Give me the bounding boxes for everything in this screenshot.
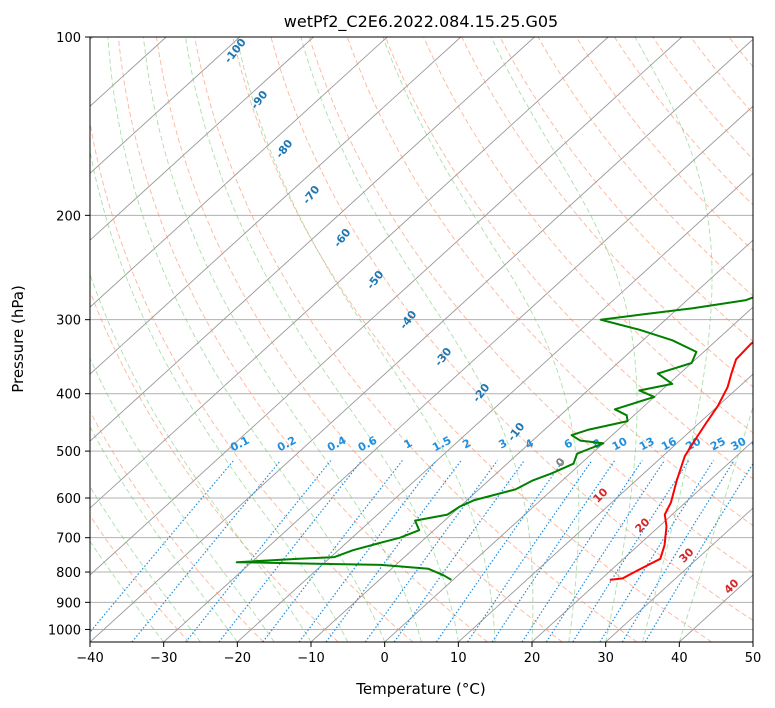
dry-adiabat-line (461, 37, 753, 388)
moist-adiabat-line (107, 37, 386, 642)
mixing-ratio-line (364, 460, 498, 642)
y-axis: 1000 900 800 700 600 500 400 300 200 100 (48, 31, 90, 638)
mixing-ratio-label: 13 (637, 435, 657, 454)
x-tick-label: 10 (450, 651, 467, 666)
x-tick-label: 30 (597, 651, 614, 666)
isotherm-line (531, 440, 753, 642)
moist-adiabat-line (90, 272, 312, 642)
y-tick-label: 900 (56, 596, 81, 611)
x-tick-label: 20 (524, 651, 541, 666)
x-tick-label: 50 (745, 651, 762, 666)
y-tick-label: 600 (56, 492, 81, 507)
x-tick-label: −40 (76, 651, 103, 666)
y-tick-label: 700 (56, 532, 81, 547)
x-axis: −40 −30 −20 −10 0 10 20 30 40 50 (76, 642, 761, 666)
x-tick-label: 40 (671, 651, 688, 666)
mixing-ratio-line (572, 460, 690, 642)
isotherm-line (90, 37, 314, 241)
moist-adiabat-line (382, 37, 580, 642)
dry-adiabat-line (537, 37, 753, 297)
background-lines (90, 37, 753, 642)
mixing-ratio-line (467, 460, 593, 642)
moist-adiabat-line (634, 37, 713, 642)
isotherm-line (237, 172, 753, 642)
mixing-ratio-line (521, 460, 643, 642)
temperature-line (609, 340, 753, 581)
dry-adiabat-line (117, 37, 488, 642)
dry-adiabat-line (232, 37, 712, 642)
moist-adiabat-line (142, 37, 422, 642)
isotherm-line (90, 37, 683, 576)
dry-adiabat-line (270, 37, 753, 621)
moist-adiabat-line (90, 357, 275, 642)
isotherm-line (90, 37, 241, 174)
chart-title: wetPf2_C2E6.2022.084.15.25.G05 (284, 12, 558, 32)
mixing-ratio-line (599, 460, 715, 642)
mixing-ratio-line (298, 460, 437, 642)
isotherm-line (384, 306, 753, 642)
y-tick-label: 1000 (48, 623, 81, 638)
mixing-ratio-line (644, 462, 753, 642)
dry-adiabat-line (423, 37, 753, 434)
x-tick-label: 0 (381, 651, 389, 666)
profiles (235, 296, 753, 581)
moist-adiabat-line (236, 37, 496, 642)
dry-adiabat-line (575, 37, 753, 252)
mixing-ratio-line (393, 460, 525, 642)
mixing-ratio-line (131, 460, 282, 642)
isotherm-line (90, 37, 609, 509)
moist-adiabat-line (90, 540, 165, 642)
moist-adiabat-line (90, 425, 238, 642)
dewpoint-line (235, 296, 753, 581)
isotherm-line (605, 507, 753, 642)
y-tick-label: 400 (56, 388, 81, 403)
dry-adiabat-line (499, 37, 753, 342)
x-tick-label: −10 (297, 651, 324, 666)
y-tick-label: 200 (56, 209, 81, 224)
mixing-ratio-label: 25 (708, 435, 728, 454)
moist-adiabat-line (185, 37, 459, 642)
moist-adiabat-line (490, 37, 638, 642)
moist-adiabat-line (90, 148, 349, 642)
mixing-ratio-label: 16 (659, 435, 679, 454)
isotherm-line (163, 105, 753, 642)
moist-adiabat-line (90, 485, 201, 642)
mixing-ratio-label: 10 (610, 435, 630, 454)
mixing-ratio-line (491, 460, 616, 642)
x-tick-label: −20 (224, 651, 251, 666)
y-tick-label: 500 (56, 445, 81, 460)
y-axis-label: Pressure (hPa) (9, 285, 27, 393)
x-tick-label: −30 (150, 651, 177, 666)
dry-adiabat-line (90, 514, 190, 642)
dry-adiabat-line (652, 37, 753, 161)
mixing-ratio-line (621, 460, 735, 642)
plot-frame (89, 36, 754, 643)
mixing-ratio-line (90, 460, 235, 634)
isotherm-line (90, 37, 535, 442)
mixing-ratio-label: 36 (749, 435, 769, 454)
dry-adiabat-line (194, 37, 638, 642)
dry-adiabat-line (90, 120, 414, 642)
isotherm-line (90, 37, 388, 308)
mixing-ratio-line (185, 460, 332, 642)
dry-adiabat-line (308, 37, 753, 574)
mixing-ratio-line (545, 460, 665, 642)
y-tick-label: 100 (56, 31, 81, 46)
isotherm-line (458, 373, 753, 642)
mixing-ratio-label: 30 (729, 435, 749, 454)
x-axis-label: Temperature (°C) (355, 680, 485, 698)
moist-adiabat-line (678, 405, 753, 642)
isotherm-line (90, 37, 462, 375)
mixing-ratio-line (325, 460, 462, 642)
y-tick-label: 300 (56, 314, 81, 329)
y-tick-label: 800 (56, 566, 81, 581)
